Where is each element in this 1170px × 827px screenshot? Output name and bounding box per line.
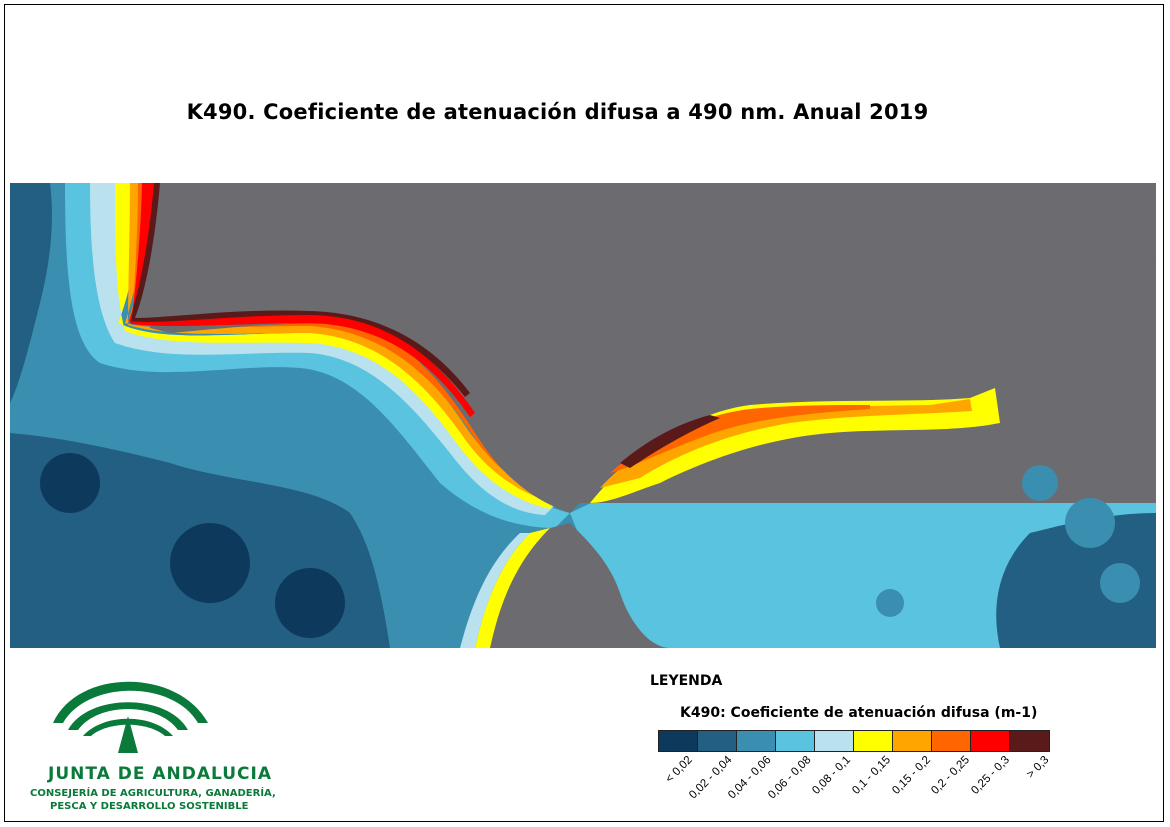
legend-swatch [932,731,971,751]
legend-swatch [815,731,854,751]
map-canvas [10,183,1156,648]
legend-swatch [971,731,1010,751]
logo-department-line2: PESCA Y DESARROLLO SOSTENIBLE [50,801,249,812]
logo-department-line1: CONSEJERÍA DE AGRICULTURA, GANADERÍA, [30,788,276,799]
legend-swatch [893,731,932,751]
map-title: K490. Coeficiente de atenuación difusa a… [186,100,929,124]
legend-swatch [776,731,815,751]
legend-swatch [737,731,776,751]
map-panel[interactable] [10,183,1156,648]
legend-swatch [698,731,737,751]
logo-name: JUNTA DE ANDALUCIA [48,764,272,784]
legend-heading: LEYENDA [650,673,723,689]
junta-andalucia-logo [53,681,208,753]
legend-swatch [854,731,893,751]
legend-swatch [1010,731,1049,751]
legend-color-bar [658,730,1050,752]
legend-subtitle: K490: Coeficiente de atenuación difusa (… [680,705,1038,721]
legend-swatch [659,731,698,751]
